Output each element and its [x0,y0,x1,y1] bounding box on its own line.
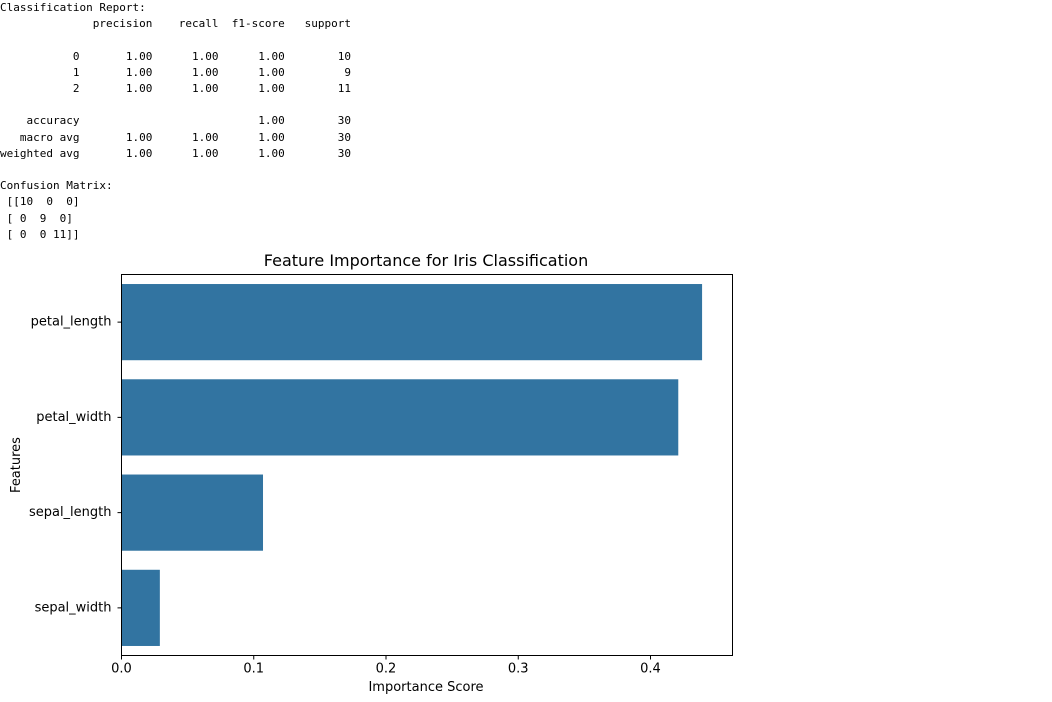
bar-petal-length [121,284,703,361]
x-axis: 0.0 0.1 0.2 0.3 0.4 [111,655,661,677]
y-tick-label: sepal_width [35,600,112,615]
chart-title: Feature Importance for Iris Classificati… [264,251,588,270]
plot-frame [121,274,733,656]
classification-report-output: Classification Report: precision recall … [0,1,351,241]
y-axis: petal_length petal_width sepal_lengthsepal… [29,315,122,615]
x-tick-label: 0.1 [243,662,264,677]
feature-importance-chart: Feature Importance for Iris Classificati… [9,251,733,695]
x-tick-label: 0.0 [111,662,132,677]
bar-sepal-length [121,474,264,551]
bar-petal-width [121,379,679,456]
y-tick-label: sepal_length [29,505,112,520]
x-tick-label: 0.4 [640,662,661,677]
y-tick-label: petal_width [36,410,111,425]
x-axis-label: Importance Score [368,680,483,695]
x-tick-label: 0.2 [376,662,397,677]
bar-sepal-width [121,569,160,646]
bars-group [121,284,703,646]
x-tick-label: 0.3 [508,662,529,677]
y-tick-label: petal_length [31,315,112,330]
y-axis-label: Features [9,437,24,493]
